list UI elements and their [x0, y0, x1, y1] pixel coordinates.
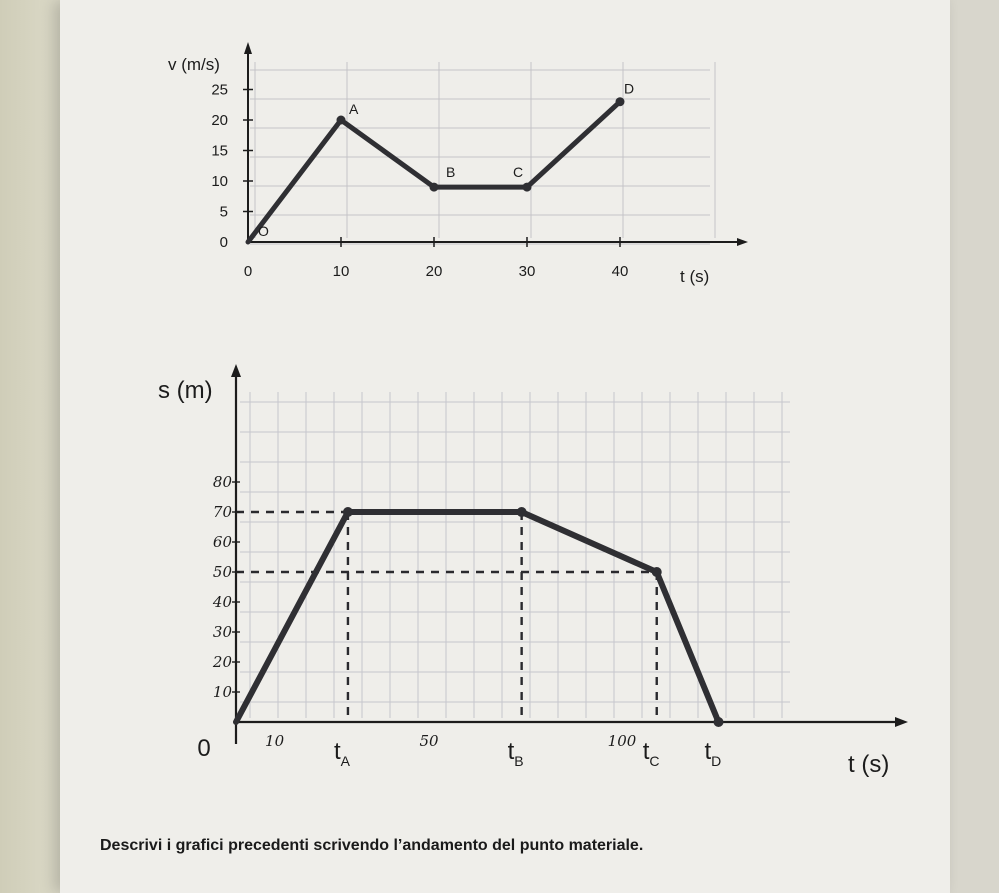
time-mark-subscript: A — [341, 753, 351, 769]
exercise-instruction: Descrivi i grafici precedenti scrivendo … — [100, 837, 644, 854]
data-point-a — [336, 115, 346, 125]
x-axis-title: t (s) — [680, 267, 709, 286]
time-mark-ta: tA — [334, 738, 351, 769]
y-axis-arrow — [244, 42, 252, 54]
time-mark-letter: t — [334, 738, 341, 765]
time-mark-letter: t — [508, 738, 515, 765]
time-mark-subscript: C — [649, 753, 659, 769]
y-tick-label: 5 — [220, 204, 228, 221]
point-label-b: B — [446, 164, 455, 180]
velocity-series-line — [245, 99, 623, 245]
data-point — [651, 567, 662, 577]
background-strip — [0, 0, 60, 893]
point-label-a: A — [349, 101, 359, 117]
origin-label: 0 — [197, 735, 210, 762]
y-tick-label: 60 — [213, 533, 233, 551]
time-mark-td: tD — [705, 738, 722, 769]
y-tick-label: 80 — [213, 473, 233, 491]
y-tick-label: 20 — [212, 653, 233, 671]
velocity-time-chart: 0 5 10 15 20 25 0 10 20 30 40 v (m/s) t (s) O A B C D — [168, 42, 748, 286]
y-tick-label: 10 — [211, 173, 228, 190]
y-axis-title: v (m/s) — [168, 55, 220, 74]
time-mark-tc: tC — [643, 738, 660, 769]
y-tick-label: 50 — [213, 563, 233, 581]
time-mark-subscript: B — [514, 753, 523, 769]
x-tick-label: 40 — [612, 263, 629, 280]
y-tick-label: 30 — [213, 623, 233, 641]
x-tick-label: 30 — [519, 263, 536, 280]
y-tick-label: 15 — [211, 143, 228, 160]
data-point — [342, 507, 353, 517]
x-tick-label: 100 — [608, 732, 637, 750]
y-tick-label: 20 — [211, 112, 228, 129]
position-series-line — [233, 509, 722, 725]
x-tick-label: 0 — [244, 263, 252, 280]
time-mark-letter: t — [643, 738, 650, 765]
data-point — [516, 507, 527, 517]
time-mark-subscript: D — [711, 753, 721, 769]
y-tick-label: 0 — [220, 234, 228, 251]
data-point — [713, 717, 724, 727]
point-label-d: D — [624, 81, 634, 97]
y-tick-label: 25 — [211, 82, 228, 99]
point-label-c: C — [513, 164, 523, 180]
x-tick-label: 20 — [426, 263, 443, 280]
point-label-o: O — [258, 223, 269, 239]
x-tick-label: 10 — [333, 263, 350, 280]
x-tick-label: 10 — [265, 732, 285, 750]
x-tick-label: 50 — [419, 732, 439, 750]
time-mark-tb: tB — [508, 738, 524, 769]
data-point-b — [429, 182, 439, 192]
y-tick-label: 70 — [213, 503, 233, 521]
y-tick-label: 40 — [212, 593, 233, 611]
y-tick-label: 10 — [213, 683, 233, 701]
worksheet-paper — [60, 0, 950, 893]
data-point-d — [615, 97, 625, 107]
time-mark-letter: t — [705, 738, 712, 765]
data-point-c — [522, 182, 532, 192]
y-axis-title: s (m) — [158, 377, 213, 404]
x-axis-arrow — [737, 238, 748, 246]
y-axis-arrow — [231, 364, 241, 377]
x-axis-arrow — [895, 717, 908, 727]
x-axis-title: t (s) — [848, 751, 889, 778]
